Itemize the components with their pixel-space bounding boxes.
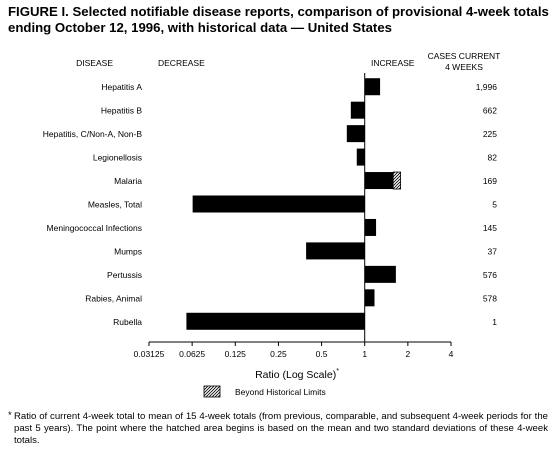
footnote: * Ratio of current 4-week total to mean … (8, 410, 548, 447)
disease-label: Hepatitis B (101, 106, 142, 116)
x-tick-label: 0.125 (225, 349, 247, 359)
disease-label: Pertussis (107, 270, 142, 280)
disease-label: Rubella (113, 317, 142, 327)
cases-value: 576 (483, 270, 497, 280)
disease-label: Rabies, Animal (85, 293, 142, 303)
cases-value: 1 (492, 317, 497, 327)
ratio-bar (364, 289, 375, 307)
cases-header-line2: 4 WEEKS (445, 62, 483, 72)
ratio-bar (350, 101, 365, 119)
chart-rows: Hepatitis A 1,996 Hepatitis B 662 Hepatitis,… (43, 78, 497, 330)
disease-label: Hepatitis, C/Non-A, Non-B (43, 129, 143, 139)
x-tick-label: 0.25 (270, 349, 287, 359)
x-tick-label: 0.03125 (134, 349, 165, 359)
ratio-bar (192, 195, 365, 213)
cases-value: 1,996 (476, 82, 498, 92)
legend-swatch (203, 385, 221, 398)
disease-label: Hepatitis A (101, 82, 142, 92)
footnote-text: Ratio of current 4-week total to mean of… (14, 411, 548, 446)
legend: Beyond Historical Limits (203, 385, 326, 398)
ratio-bar (364, 265, 396, 283)
ratio-bar (356, 148, 365, 166)
cases-value: 82 (488, 153, 498, 163)
cases-value: 5 (492, 200, 497, 210)
x-axis-label: Ratio (Log Scale)* (255, 368, 339, 381)
disease-label: Mumps (114, 246, 142, 256)
x-tick-label: 1 (362, 349, 367, 359)
ratio-bar (186, 312, 365, 330)
ratio-bar (306, 242, 365, 260)
ratio-bar (364, 172, 394, 190)
cases-header-line1: CASES CURRENT (428, 51, 501, 61)
ratio-bar (364, 78, 381, 96)
x-tick-label: 0.5 (316, 349, 328, 359)
beyond-limits-bar (392, 171, 402, 190)
x-axis-label-marker: * (336, 368, 339, 375)
decrease-column-header: DECREASE (158, 58, 205, 68)
cases-value: 662 (483, 106, 497, 116)
disease-label: Legionellosis (93, 153, 142, 163)
x-tick-label: 4 (449, 349, 454, 359)
disease-label: Malaria (114, 176, 142, 186)
cases-value: 225 (483, 129, 497, 139)
disease-column-header: DISEASE (76, 58, 113, 68)
disease-label: Measles, Total (88, 200, 142, 210)
disease-label: Meningococcal Infections (47, 223, 142, 233)
cases-value: 37 (488, 246, 498, 256)
footnote-marker: * (8, 410, 12, 421)
ratio-bar (364, 218, 377, 236)
cases-value: 145 (483, 223, 497, 233)
x-tick-label: 0.0625 (179, 349, 205, 359)
x-tick-label: 2 (405, 349, 410, 359)
figure-title: FIGURE I. Selected notifiable disease re… (8, 4, 549, 35)
ratio-bar (346, 125, 365, 143)
increase-column-header: INCREASE (371, 58, 415, 68)
cases-value: 578 (483, 293, 497, 303)
cases-value: 169 (483, 176, 497, 186)
legend-label: Beyond Historical Limits (235, 387, 326, 397)
disease-ratio-chart: DISEASE DECREASE INCREASE CASES CURRENT … (43, 51, 501, 398)
x-axis: 0.03125 0.0625 0.125 0.25 0.5 1 2 4 (134, 341, 454, 359)
